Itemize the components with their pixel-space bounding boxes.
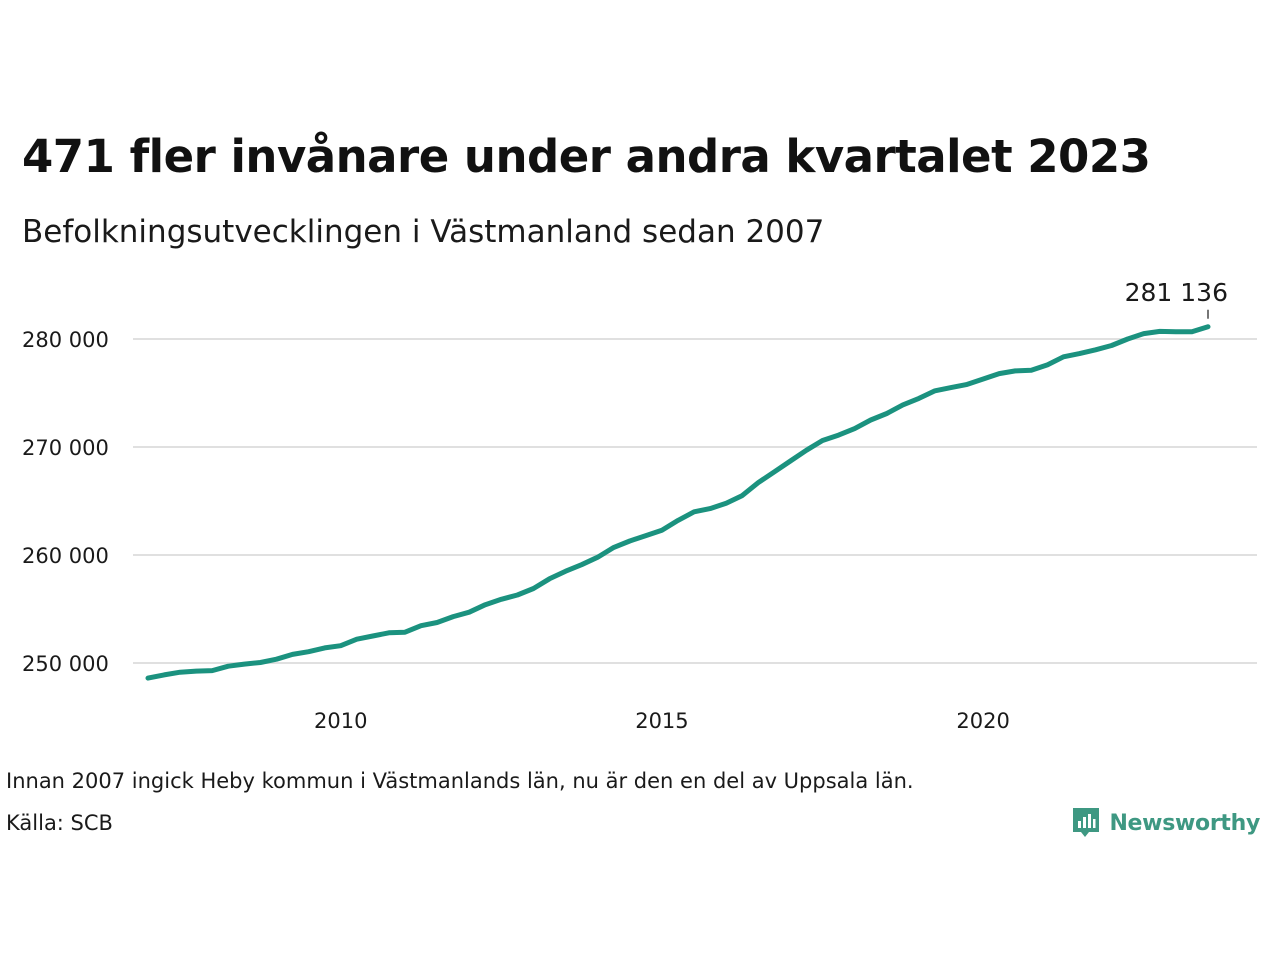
source-credit: Källa: SCB (6, 811, 113, 835)
series-line (145, 324, 1211, 681)
y-tick-label: 270 000 (22, 436, 109, 460)
y-tick-label: 250 000 (22, 652, 109, 676)
chart-subtitle: Befolkningsutvecklingen i Västmanland se… (22, 214, 825, 250)
x-tick-label: 2010 (314, 709, 367, 733)
y-tick-label: 280 000 (22, 328, 109, 352)
brand-logo[interactable]: Newsworthy (1071, 806, 1260, 840)
y-axis-ticks: 250 000 260 000 270 000 280 000 (22, 328, 109, 676)
x-tick-label: 2020 (956, 709, 1009, 733)
newsworthy-logo-icon (1073, 808, 1100, 837)
last-value-label: 281 136 (1125, 278, 1228, 307)
gridlines (133, 338, 1257, 664)
chart-title: 471 fler invånare under andra kvartalet … (22, 130, 1151, 183)
x-axis-ticks: 2010 2015 2020 (314, 709, 1010, 733)
annotation-layer: 281 136 (1125, 278, 1228, 319)
brand-name: Newsworthy (1109, 810, 1260, 836)
x-tick-label: 2015 (635, 709, 688, 733)
series-layer (145, 324, 1211, 681)
y-tick-label: 260 000 (22, 544, 109, 568)
footnote: Innan 2007 ingick Heby kommun i Västmanl… (6, 769, 914, 793)
